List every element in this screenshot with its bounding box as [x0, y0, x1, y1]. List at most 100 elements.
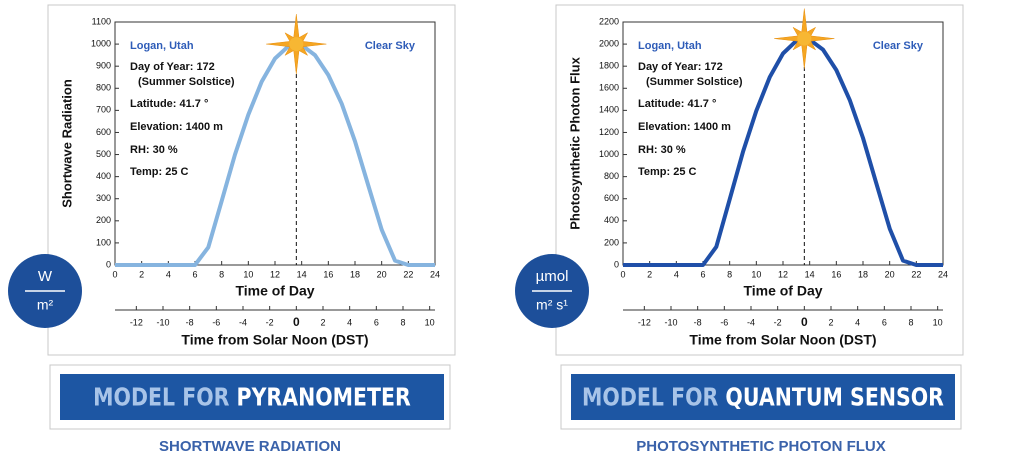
x2-tick-label: -10: [664, 317, 677, 327]
y-tick-label: 0: [106, 259, 111, 269]
y-tick-label: 1600: [599, 83, 619, 93]
x2-tick-label: 8: [400, 317, 405, 327]
x-tick-label: 20: [885, 269, 895, 279]
y-tick-label: 600: [604, 193, 619, 203]
x-tick-label: 8: [219, 269, 224, 279]
x-tick-label: 14: [805, 269, 815, 279]
unit-bottom: m²: [37, 297, 54, 313]
y-axis-title: Photosynthetic Photon Flux: [567, 56, 582, 229]
x2-tick-label: -4: [747, 317, 755, 327]
banner-text: MODEL FOR PYRANOMETER: [93, 383, 411, 411]
y-tick-label: 500: [96, 149, 111, 159]
sun-core: [797, 31, 812, 46]
x-tick-label: 22: [403, 269, 413, 279]
x-tick-label: 18: [858, 269, 868, 279]
y-tick-label: 600: [96, 127, 111, 137]
note-label: Day of Year: 172: [638, 61, 723, 73]
unit-top: µmol: [536, 268, 569, 285]
location-label: Logan, Utah: [638, 40, 702, 52]
y-tick-label: 1100: [92, 16, 111, 26]
banner: [571, 374, 955, 420]
y-tick-label: 1400: [599, 105, 619, 115]
y-tick-label: 2000: [599, 38, 619, 48]
banner: [60, 374, 444, 420]
x-tick-label: 16: [831, 269, 841, 279]
banner-text: MODEL FOR QUANTUM SENSOR: [582, 383, 944, 411]
location-label: Logan, Utah: [130, 40, 194, 52]
y-tick-label: 300: [96, 193, 111, 203]
note-label: RH: 30 %: [130, 144, 178, 156]
x2-tick-label: 0: [801, 315, 808, 329]
x-axis-title: Time of Day: [743, 283, 822, 299]
x2-tick-label: 6: [374, 317, 379, 327]
x-tick-label: 4: [166, 269, 171, 279]
x-tick-label: 22: [911, 269, 921, 279]
sky-label: Clear Sky: [873, 40, 924, 52]
unit-top: W: [38, 268, 53, 285]
x-tick-label: 16: [323, 269, 333, 279]
note-label: Temp: 25 C: [130, 166, 189, 178]
x-tick-label: 0: [620, 269, 625, 279]
banner-prefix: MODEL FOR: [582, 383, 719, 411]
x2-tick-label: -2: [266, 317, 274, 327]
y-tick-label: 400: [96, 171, 111, 181]
y-tick-label: 0: [614, 259, 619, 269]
x-axis-title: Time of Day: [235, 283, 314, 299]
y-tick-label: 200: [604, 237, 619, 247]
y-tick-label: 1000: [91, 38, 111, 48]
x2-tick-label: 10: [933, 317, 943, 327]
note-label: RH: 30 %: [638, 144, 686, 156]
x-tick-label: 24: [430, 269, 440, 279]
x2-tick-label: 10: [425, 317, 435, 327]
x2-tick-label: -10: [156, 317, 169, 327]
x2-tick-label: 8: [908, 317, 913, 327]
note-label: Day of Year: 172: [130, 61, 215, 73]
x2-tick-label: -6: [212, 317, 220, 327]
x-tick-label: 24: [938, 269, 948, 279]
y-tick-label: 1000: [599, 149, 619, 159]
x-tick-label: 12: [778, 269, 788, 279]
x-tick-label: 2: [139, 269, 144, 279]
note-label: Elevation: 1400 m: [638, 121, 731, 133]
x2-tick-label: 4: [347, 317, 352, 327]
note-label: (Summer Solstice): [138, 76, 235, 88]
x-tick-label: 6: [700, 269, 705, 279]
y-tick-label: 1800: [599, 61, 619, 71]
x2-tick-label: 2: [828, 317, 833, 327]
x-tick-label: 10: [243, 269, 253, 279]
x2-axis-title: Time from Solar Noon (DST): [689, 332, 876, 348]
y-tick-label: 1200: [599, 127, 619, 137]
x2-axis-title: Time from Solar Noon (DST): [181, 332, 368, 348]
x2-tick-label: -8: [694, 317, 702, 327]
x2-tick-label: -4: [239, 317, 247, 327]
unit-bottom: m² s¹: [536, 297, 568, 313]
caption: SHORTWAVE RADIATION: [159, 438, 341, 455]
y-tick-label: 400: [604, 215, 619, 225]
x2-tick-label: -8: [186, 317, 194, 327]
y-tick-label: 2200: [599, 16, 619, 26]
banner-model: PYRANOMETER: [237, 383, 412, 411]
x-tick-label: 8: [727, 269, 732, 279]
data-line: [623, 36, 943, 267]
x-tick-label: 18: [350, 269, 360, 279]
y-tick-label: 900: [96, 61, 111, 71]
note-label: Temp: 25 C: [638, 166, 697, 178]
sun-core: [289, 37, 304, 52]
x-tick-label: 10: [751, 269, 761, 279]
banner-model: QUANTUM SENSOR: [725, 383, 944, 411]
note-label: Latitude: 41.7 °: [130, 98, 208, 110]
x2-tick-label: 6: [882, 317, 887, 327]
data-line: [115, 42, 435, 267]
banner-prefix: MODEL FOR: [93, 383, 230, 411]
y-axis-title: Shortwave Radiation: [59, 79, 74, 208]
chart-panel: 0200400600800100012001400160018002000220…: [515, 4, 964, 455]
y-tick-label: 100: [96, 237, 111, 247]
x-tick-label: 6: [192, 269, 197, 279]
x2-tick-label: 0: [293, 315, 300, 329]
y-tick-label: 800: [96, 83, 111, 93]
x-tick-label: 14: [297, 269, 307, 279]
y-tick-label: 200: [96, 215, 111, 225]
x2-tick-label: 2: [320, 317, 325, 327]
